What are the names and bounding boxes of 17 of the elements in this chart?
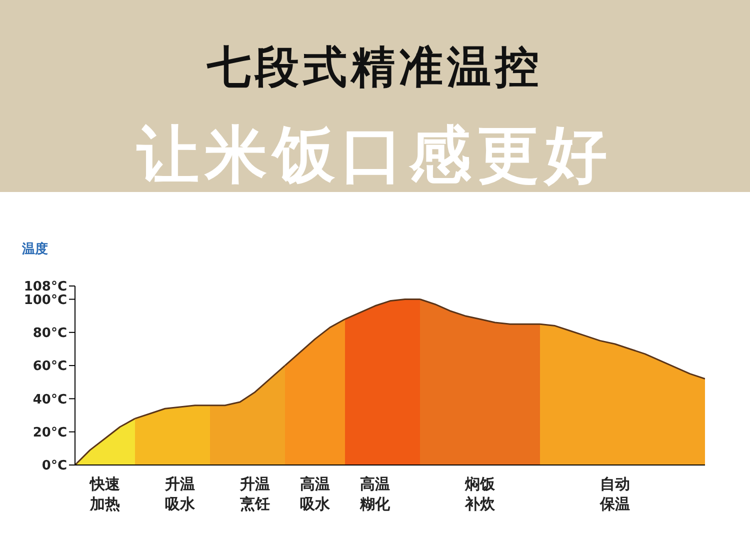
y-tick-label: 80°C [32, 326, 67, 342]
chart-title: 七段式精准温控 [206, 41, 544, 95]
x-tick-label: 快速加热 [89, 475, 121, 513]
x-tick-label: 升温吸水 [164, 475, 196, 513]
y-tick-label: 0°C [42, 458, 67, 474]
y-tick-label: 60°C [32, 359, 67, 374]
x-tick-label: 高温吸水 [300, 475, 331, 513]
x-tick-label: 高温糊化 [359, 475, 391, 513]
y-axis-title: 温度 [22, 240, 48, 258]
x-tick-label: 焖饭补炊 [464, 475, 496, 513]
y-tick-label: 20°C [32, 425, 67, 440]
y-tick-label: 108°C [24, 280, 67, 295]
x-tick-label: 升温烹饪 [239, 475, 270, 513]
y-tick-label: 100°C [24, 292, 67, 308]
y-tick-label: 40°C [32, 392, 67, 408]
chart-subtitle: 让米饭口感更好 [135, 117, 614, 193]
x-tick-label: 自动保温 [599, 475, 630, 513]
